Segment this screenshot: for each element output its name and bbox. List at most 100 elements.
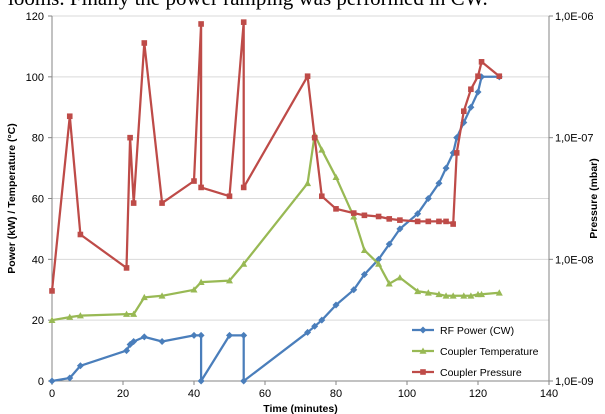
data-point <box>361 212 368 219</box>
data-point <box>414 218 421 225</box>
data-point <box>123 265 130 271</box>
data-point <box>467 292 475 299</box>
gridlines <box>52 15 549 321</box>
data-point <box>420 369 426 375</box>
data-point <box>198 184 204 191</box>
data-point <box>332 173 340 181</box>
x-tick-label: 40 <box>188 388 200 400</box>
y-left-tick-label: 100 <box>26 72 44 84</box>
data-point <box>449 292 457 299</box>
data-point <box>495 289 503 296</box>
data-point <box>435 290 443 298</box>
data-point <box>360 246 368 254</box>
data-point <box>49 288 55 294</box>
data-point <box>397 217 403 223</box>
data-point <box>360 271 368 279</box>
x-tick-label: 20 <box>117 388 129 400</box>
legend: RF Power (CW) Coupler Temperature Coupler … <box>412 325 539 379</box>
data-point <box>474 88 482 96</box>
data-point <box>240 331 248 339</box>
data-point <box>130 310 138 317</box>
y-axis-right-ticks: 1,0E-09 1,0E-08 1,0E-07 1,0E-06 <box>549 11 594 388</box>
data-point <box>158 337 166 345</box>
data-point <box>419 326 427 334</box>
data-point <box>190 286 198 293</box>
y-left-tick-label: 60 <box>32 194 44 206</box>
legend-label: Coupler Pressure <box>440 367 522 379</box>
y-left-tick-label: 0 <box>38 376 44 388</box>
data-point <box>48 377 56 385</box>
data-point <box>130 200 137 206</box>
series-line <box>51 133 500 322</box>
data-point <box>198 21 204 27</box>
data-point <box>197 377 205 385</box>
y-right-tick-label: 1,0E-07 <box>555 133 594 145</box>
x-tick-label: 80 <box>330 388 342 400</box>
data-point <box>318 146 326 153</box>
data-point <box>158 292 166 299</box>
data-point <box>419 347 427 354</box>
data-point <box>333 206 339 212</box>
data-point <box>478 59 485 65</box>
data-point <box>461 108 467 115</box>
x-axis-title: Time (minutes) <box>263 403 337 414</box>
data-point <box>436 218 442 225</box>
data-point <box>460 292 468 299</box>
data-point <box>304 179 312 187</box>
data-point <box>468 86 474 93</box>
data-point <box>414 287 422 295</box>
data-point <box>318 316 326 324</box>
data-point <box>240 184 247 191</box>
data-point <box>123 310 131 317</box>
data-point <box>226 331 233 339</box>
legend-label: Coupler Temperature <box>440 346 539 358</box>
data-point <box>414 210 422 218</box>
x-axis-ticks: 0 20 40 60 80 100 120 140 <box>49 381 558 400</box>
data-point <box>66 313 74 320</box>
data-point <box>123 347 131 355</box>
data-point <box>311 322 319 330</box>
data-point <box>76 362 84 370</box>
data-point <box>396 274 404 281</box>
y-axis-left-ticks: 0 20 40 60 80 100 120 <box>26 11 52 388</box>
data-point <box>240 377 248 385</box>
y-axis-right-title: Pressure (mbar) <box>588 158 600 239</box>
data-point <box>311 134 318 141</box>
legend-label: RF Power (CW) <box>440 325 514 337</box>
legend-item: RF Power (CW) <box>412 325 514 337</box>
legend-item: Coupler Temperature <box>412 346 539 358</box>
series-line <box>50 21 501 292</box>
data-point <box>475 73 481 80</box>
data-point <box>319 193 325 200</box>
data-point <box>396 225 404 233</box>
series-coupler-pressure <box>49 19 503 294</box>
data-point <box>435 179 443 187</box>
y-left-tick-label: 120 <box>26 11 44 23</box>
data-point <box>191 178 197 184</box>
data-point <box>385 280 393 287</box>
data-point <box>453 150 460 156</box>
x-tick-label: 60 <box>259 388 271 400</box>
data-point <box>424 195 432 202</box>
data-point <box>304 73 311 80</box>
series-line <box>51 75 500 383</box>
data-point <box>226 193 233 200</box>
data-point <box>140 293 148 301</box>
data-point <box>386 216 393 222</box>
data-point <box>197 331 205 339</box>
data-point <box>76 312 84 319</box>
data-point <box>375 213 382 220</box>
data-point <box>190 331 198 339</box>
data-point <box>141 40 148 46</box>
x-tick-label: 120 <box>469 388 487 400</box>
data-point <box>496 73 503 80</box>
data-point <box>66 374 74 382</box>
data-point <box>385 240 393 248</box>
data-point <box>375 260 383 267</box>
data-point <box>443 218 449 225</box>
data-point <box>350 213 358 220</box>
data-point <box>66 113 73 120</box>
data-point <box>77 231 84 238</box>
data-point <box>304 328 312 336</box>
y-right-tick-label: 1,0E-06 <box>555 11 594 23</box>
